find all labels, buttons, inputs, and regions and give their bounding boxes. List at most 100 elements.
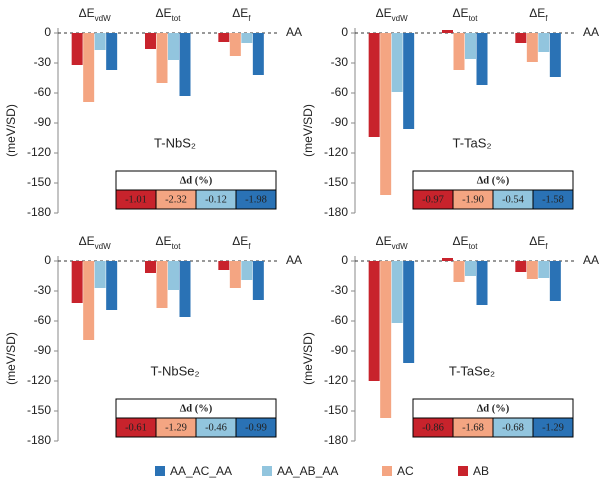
y-tick-label: -30 [331, 55, 349, 69]
category-text: ΔE [376, 234, 392, 248]
category-sub: tot [172, 14, 182, 23]
y-axis-label: (meV/SD) [301, 104, 315, 157]
table-value: -1.29 [165, 422, 187, 433]
bar [252, 33, 264, 75]
bar [241, 33, 253, 43]
category-text: ΔE [156, 234, 172, 248]
bar [83, 33, 95, 102]
table-value: -0.86 [422, 422, 444, 433]
bar [168, 33, 179, 60]
category-label: ΔEtot [453, 6, 479, 22]
bar [145, 33, 156, 49]
reference-label: AA [583, 25, 599, 39]
bar [71, 33, 83, 65]
bar [252, 261, 264, 300]
reference-label: AA [583, 253, 599, 267]
category-text: ΔE [376, 6, 392, 20]
y-tick-label: -150 [324, 403, 348, 417]
table-cell [235, 189, 277, 210]
category-text: ΔE [79, 234, 95, 248]
y-tick-label: -90 [34, 115, 52, 129]
bar [229, 261, 241, 288]
y-tick-label: -180 [27, 205, 51, 219]
category-text: ΔE [156, 6, 172, 20]
category-label: ΔEtot [156, 6, 182, 22]
category-label: ΔEf [529, 234, 548, 250]
y-tick-label: -90 [331, 343, 349, 357]
panel-title: T-TaSe₂ [449, 363, 495, 378]
category-text: ΔE [529, 6, 545, 20]
bar [94, 33, 106, 50]
bar [94, 261, 106, 288]
bar [168, 261, 179, 290]
table-value: -1.01 [125, 194, 147, 205]
bar [515, 261, 527, 272]
y-tick-label: -30 [34, 55, 52, 69]
legend-label: AC [397, 464, 414, 478]
table-value: -0.61 [125, 422, 147, 433]
bar [453, 33, 465, 70]
bar [380, 261, 392, 418]
bar [515, 33, 527, 43]
table-value: -1.58 [542, 194, 564, 205]
legend-swatch [382, 466, 392, 476]
bar [549, 33, 561, 77]
panel-title: T-TaS₂ [453, 135, 492, 150]
bar [83, 261, 95, 340]
bar [538, 261, 550, 278]
y-tick-label: -30 [331, 283, 349, 297]
table-value: -1.90 [462, 194, 484, 205]
category-text: ΔE [232, 6, 248, 20]
y-tick-label: -180 [324, 433, 348, 447]
category-label: ΔEtot [453, 234, 479, 250]
bar [368, 33, 380, 137]
category-label: ΔEvdW [79, 6, 111, 22]
bar [106, 261, 118, 310]
y-tick-label: -60 [331, 313, 349, 327]
y-tick-label: -150 [324, 175, 348, 189]
reference-label: AA [286, 25, 302, 39]
legend-label: AB [473, 464, 489, 478]
y-tick-label: -150 [27, 175, 51, 189]
bar [403, 33, 415, 129]
legend-swatch [262, 466, 272, 476]
category-sub: vdW [95, 242, 111, 251]
table-value: -0.12 [205, 194, 227, 205]
y-tick-label: -60 [34, 85, 52, 99]
y-axis-label: (meV/SD) [301, 332, 315, 385]
y-tick-label: -60 [34, 313, 52, 327]
bar [453, 261, 465, 282]
category-label: ΔEf [232, 6, 251, 22]
bar [241, 261, 253, 280]
bar [476, 261, 488, 305]
table-cell [235, 417, 277, 438]
y-tick-label: 0 [341, 253, 348, 267]
table-value: -0.97 [422, 194, 444, 205]
y-tick-label: -30 [34, 283, 52, 297]
legend-label: AA_AB_AA [277, 464, 338, 478]
y-axis-label: (meV/SD) [4, 332, 18, 385]
y-axis-label: (meV/SD) [4, 104, 18, 157]
y-tick-label: 0 [341, 25, 348, 39]
category-label: ΔEf [232, 234, 251, 250]
panel-title: T-NbS₂ [154, 135, 196, 150]
category-label: ΔEf [529, 6, 548, 22]
table-value: -0.54 [502, 194, 525, 205]
y-tick-label: -120 [324, 145, 348, 159]
bar [71, 261, 83, 303]
category-text: ΔE [79, 6, 95, 20]
category-text: ΔE [232, 234, 248, 248]
bar [391, 261, 403, 323]
table-header: Δd (%) [180, 175, 213, 186]
bar [106, 33, 118, 70]
bar [442, 258, 453, 261]
bar [156, 261, 168, 308]
category-text: ΔE [453, 6, 469, 20]
category-sub: tot [172, 242, 182, 251]
legend-swatch [155, 466, 165, 476]
y-tick-label: -60 [331, 85, 349, 99]
y-tick-label: -180 [324, 205, 348, 219]
table-value: -0.46 [205, 422, 227, 433]
reference-label: AA [286, 253, 302, 267]
